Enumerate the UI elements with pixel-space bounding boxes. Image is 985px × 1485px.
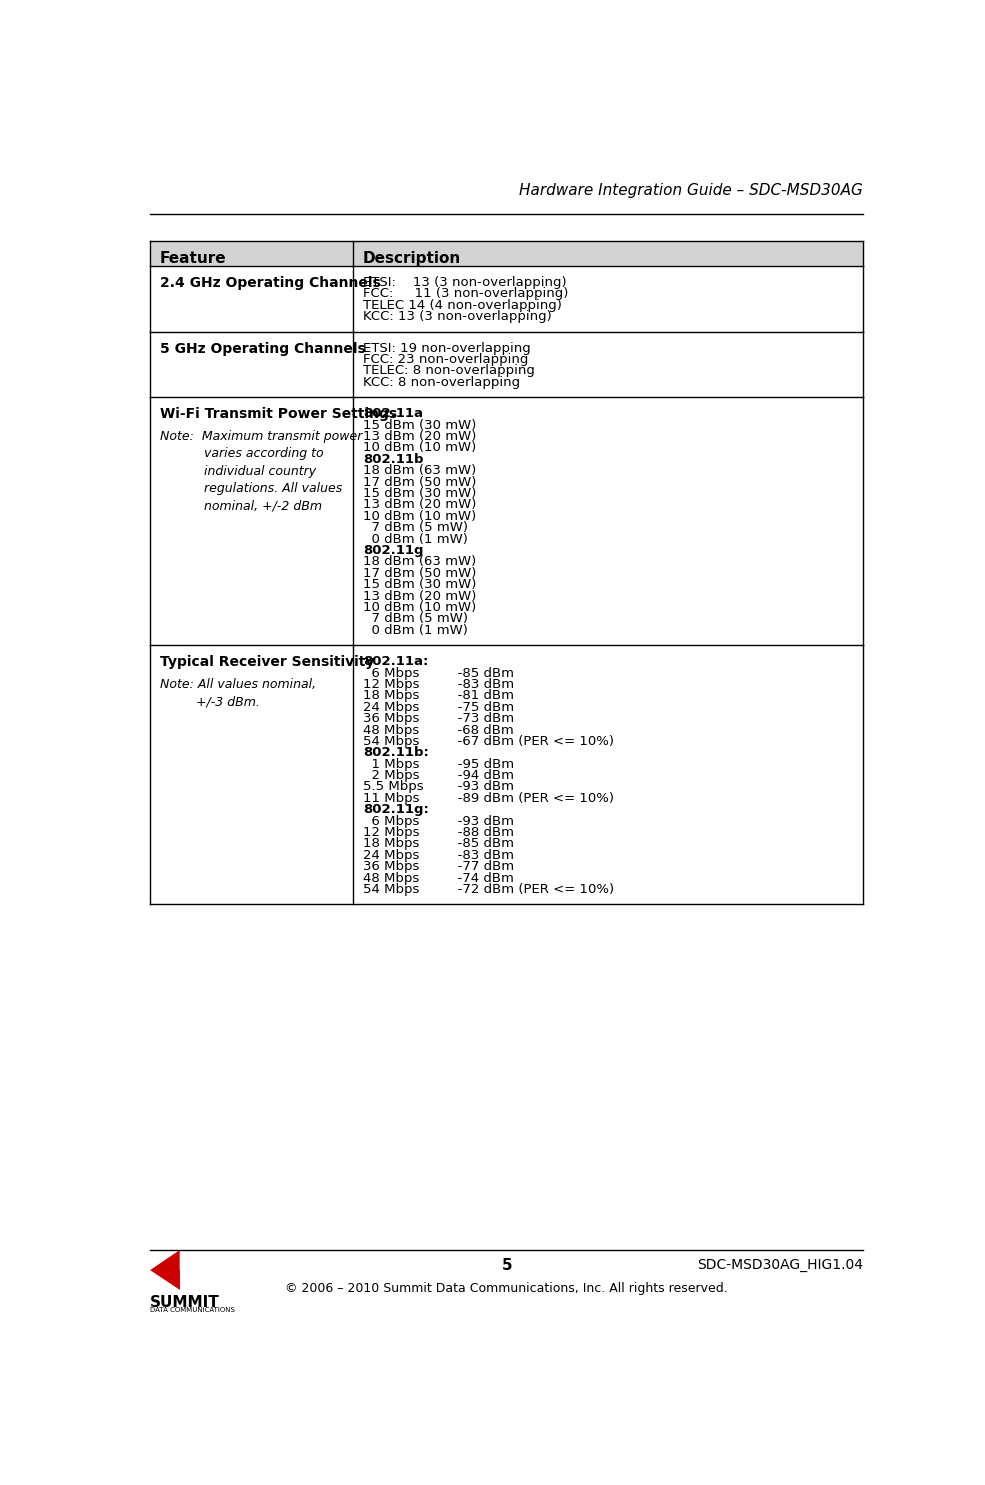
Text: 802.11a:: 802.11a: xyxy=(362,655,428,668)
Text: Hardware Integration Guide – SDC-MSD30AG: Hardware Integration Guide – SDC-MSD30AG xyxy=(519,183,863,198)
Text: DATA COMMUNICATIONS: DATA COMMUNICATIONS xyxy=(151,1307,235,1313)
Text: 0 dBm (1 mW): 0 dBm (1 mW) xyxy=(362,533,468,545)
Text: 6 Mbps         -85 dBm: 6 Mbps -85 dBm xyxy=(362,667,514,680)
Text: Feature: Feature xyxy=(160,251,227,266)
Text: 18 dBm (63 mW): 18 dBm (63 mW) xyxy=(362,465,476,477)
Text: 15 dBm (30 mW): 15 dBm (30 mW) xyxy=(362,487,476,500)
Text: 802.11g:: 802.11g: xyxy=(362,803,428,817)
Text: 0 dBm (1 mW): 0 dBm (1 mW) xyxy=(362,624,468,637)
Text: Description: Description xyxy=(362,251,461,266)
Text: 10 dBm (10 mW): 10 dBm (10 mW) xyxy=(362,509,476,523)
Text: 18 Mbps         -85 dBm: 18 Mbps -85 dBm xyxy=(362,838,514,851)
Text: 13 dBm (20 mW): 13 dBm (20 mW) xyxy=(362,499,476,511)
Text: 24 Mbps         -83 dBm: 24 Mbps -83 dBm xyxy=(362,849,514,861)
Text: 10 dBm (10 mW): 10 dBm (10 mW) xyxy=(362,441,476,454)
Text: ETSI:    13 (3 non-overlapping): ETSI: 13 (3 non-overlapping) xyxy=(362,276,566,290)
Text: 18 dBm (63 mW): 18 dBm (63 mW) xyxy=(362,555,476,569)
Text: 12 Mbps         -83 dBm: 12 Mbps -83 dBm xyxy=(362,679,514,691)
Text: SDC-MSD30AG_HIG1.04: SDC-MSD30AG_HIG1.04 xyxy=(697,1258,863,1271)
Text: KCC: 8 non-overlapping: KCC: 8 non-overlapping xyxy=(362,376,520,389)
Text: Wi-Fi Transmit Power Settings: Wi-Fi Transmit Power Settings xyxy=(160,407,397,422)
Text: 802.11b:: 802.11b: xyxy=(362,747,428,759)
Text: ETSI: 19 non-overlapping: ETSI: 19 non-overlapping xyxy=(362,342,531,355)
Text: 15 dBm (30 mW): 15 dBm (30 mW) xyxy=(362,419,476,432)
Text: 6 Mbps         -93 dBm: 6 Mbps -93 dBm xyxy=(362,815,514,827)
Bar xyxy=(151,242,863,266)
Text: 48 Mbps         -74 dBm: 48 Mbps -74 dBm xyxy=(362,872,513,885)
Text: 2.4 GHz Operating Channels: 2.4 GHz Operating Channels xyxy=(160,276,380,290)
Polygon shape xyxy=(151,1270,179,1290)
Text: 11 Mbps         -89 dBm (PER <= 10%): 11 Mbps -89 dBm (PER <= 10%) xyxy=(362,792,614,805)
Text: FCC: 23 non-overlapping: FCC: 23 non-overlapping xyxy=(362,353,528,365)
Text: 48 Mbps         -68 dBm: 48 Mbps -68 dBm xyxy=(362,723,513,737)
Text: SUMMIT: SUMMIT xyxy=(151,1295,220,1310)
Text: Note: All values nominal,
         +/-3 dBm.: Note: All values nominal, +/-3 dBm. xyxy=(160,679,315,708)
Text: 7 dBm (5 mW): 7 dBm (5 mW) xyxy=(362,521,468,535)
Text: 7 dBm (5 mW): 7 dBm (5 mW) xyxy=(362,612,468,625)
Text: 802.11g: 802.11g xyxy=(362,544,424,557)
Text: 36 Mbps         -73 dBm: 36 Mbps -73 dBm xyxy=(362,713,514,725)
Text: 12 Mbps         -88 dBm: 12 Mbps -88 dBm xyxy=(362,826,514,839)
Text: TELEC: 8 non-overlapping: TELEC: 8 non-overlapping xyxy=(362,364,535,377)
Text: 13 dBm (20 mW): 13 dBm (20 mW) xyxy=(362,590,476,603)
Text: 54 Mbps         -72 dBm (PER <= 10%): 54 Mbps -72 dBm (PER <= 10%) xyxy=(362,884,614,895)
Text: 15 dBm (30 mW): 15 dBm (30 mW) xyxy=(362,578,476,591)
Text: 54 Mbps         -67 dBm (PER <= 10%): 54 Mbps -67 dBm (PER <= 10%) xyxy=(362,735,614,748)
Text: TELEC 14 (4 non-overlapping): TELEC 14 (4 non-overlapping) xyxy=(362,298,561,312)
Text: 10 dBm (10 mW): 10 dBm (10 mW) xyxy=(362,601,476,613)
Text: 5.5 Mbps        -93 dBm: 5.5 Mbps -93 dBm xyxy=(362,781,514,793)
Text: 5: 5 xyxy=(501,1258,512,1273)
Text: KCC: 13 (3 non-overlapping): KCC: 13 (3 non-overlapping) xyxy=(362,310,552,324)
Text: © 2006 – 2010 Summit Data Communications, Inc. All rights reserved.: © 2006 – 2010 Summit Data Communications… xyxy=(286,1283,728,1295)
Polygon shape xyxy=(151,1250,179,1270)
Text: 2 Mbps         -94 dBm: 2 Mbps -94 dBm xyxy=(362,769,514,783)
Text: 17 dBm (50 mW): 17 dBm (50 mW) xyxy=(362,567,476,579)
Text: 36 Mbps         -77 dBm: 36 Mbps -77 dBm xyxy=(362,860,514,873)
Text: 802.11a: 802.11a xyxy=(362,407,423,420)
Text: 24 Mbps         -75 dBm: 24 Mbps -75 dBm xyxy=(362,701,514,714)
Text: 5 GHz Operating Channels: 5 GHz Operating Channels xyxy=(160,342,365,355)
Text: 1 Mbps         -95 dBm: 1 Mbps -95 dBm xyxy=(362,757,514,771)
Text: 802.11b: 802.11b xyxy=(362,453,424,466)
Text: FCC:     11 (3 non-overlapping): FCC: 11 (3 non-overlapping) xyxy=(362,288,568,300)
Text: 13 dBm (20 mW): 13 dBm (20 mW) xyxy=(362,431,476,443)
Text: 17 dBm (50 mW): 17 dBm (50 mW) xyxy=(362,475,476,489)
Text: Note:  Maximum transmit power
           varies according to
           individu: Note: Maximum transmit power varies acco… xyxy=(160,431,361,512)
Text: 18 Mbps         -81 dBm: 18 Mbps -81 dBm xyxy=(362,689,514,702)
Text: Typical Receiver Sensitivity: Typical Receiver Sensitivity xyxy=(160,655,374,670)
